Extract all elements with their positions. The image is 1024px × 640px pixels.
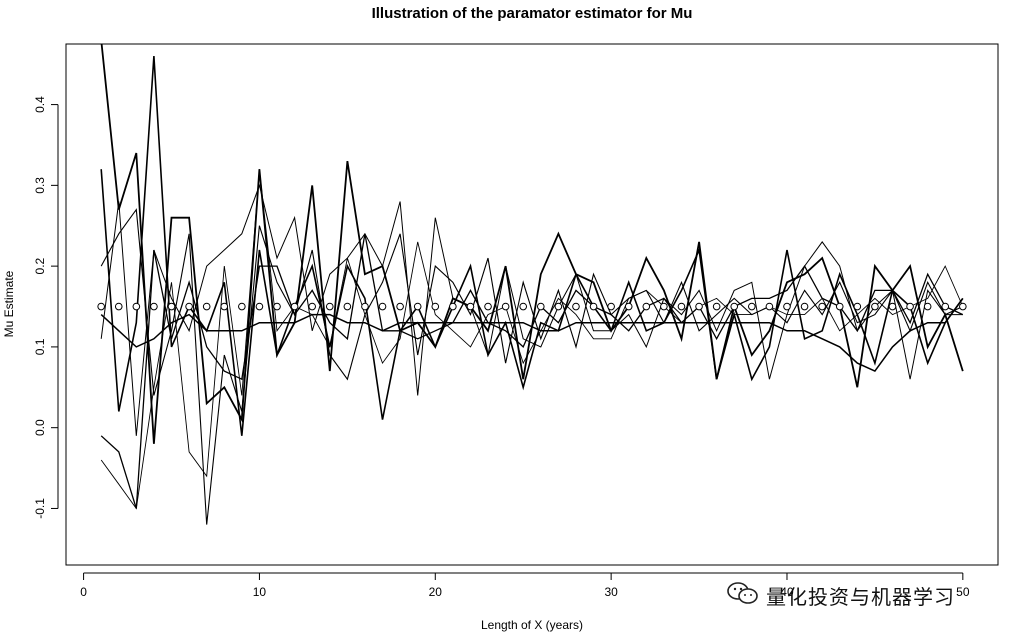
true-value-point: [642, 302, 651, 311]
watermark: 量化投资与机器学习: [726, 580, 955, 611]
true-value-point: [536, 302, 545, 311]
true-value-point: [783, 302, 791, 311]
x-axis: 0 10 20 30 40 50: [80, 572, 970, 599]
true-value-point: [466, 302, 475, 311]
y-tick-label: 0.1: [33, 338, 47, 355]
series-line-2: [100, 56, 964, 436]
y-axis: -0.1 0.0 0.1 0.2 0.3 0.4: [33, 96, 59, 519]
true-value-point: [202, 302, 211, 311]
y-axis-label: Mu Estimate: [2, 270, 16, 337]
x-tick-label: 30: [604, 585, 618, 599]
true-value-point: [607, 302, 615, 311]
true-value-point: [308, 302, 316, 311]
true-value-point: [361, 302, 369, 311]
y-tick-label: 0.2: [33, 257, 47, 274]
true-value-point: [185, 302, 193, 311]
chart-title: Illustration of the paramator estimator …: [372, 5, 693, 22]
true-value-point: [97, 302, 105, 311]
x-tick-label: 40: [780, 585, 794, 599]
true-value-point: [150, 302, 158, 311]
x-tick-label: 10: [253, 585, 267, 599]
x-tick-label: 50: [956, 585, 970, 599]
true-value-point: [273, 302, 281, 311]
true-value-point: [378, 302, 387, 311]
true-value-point: [748, 302, 756, 311]
y-tick-label: 0.0: [33, 419, 47, 436]
true-value-point: [396, 302, 404, 311]
plot-frame: [65, 43, 999, 566]
true-value-point: [695, 302, 703, 311]
true-value-point: [941, 302, 950, 311]
true-value-point: [800, 302, 809, 311]
true-value-point: [343, 302, 352, 311]
true-value-point: [519, 302, 528, 311]
true-value-point: [923, 302, 932, 311]
y-tick-label: 0.4: [33, 96, 47, 113]
true-value-point: [238, 302, 246, 311]
true-value-point: [765, 302, 774, 311]
x-tick-label: 20: [429, 585, 443, 599]
true-value-point: [730, 302, 739, 311]
true-value-points: [97, 302, 967, 311]
true-value-point: [888, 302, 897, 311]
true-value-point: [114, 302, 123, 311]
y-tick-label: 0.3: [33, 177, 47, 194]
true-value-point: [132, 302, 141, 311]
true-value-point: [871, 302, 879, 311]
true-value-point: [624, 302, 633, 311]
true-value-point: [325, 302, 334, 311]
watermark-text: 量化投资与机器学习: [766, 584, 955, 609]
true-value-point: [572, 302, 580, 311]
true-value-point: [677, 302, 686, 311]
true-value-point: [255, 302, 264, 311]
series-line-6: [100, 208, 964, 525]
true-value-point: [290, 302, 299, 311]
series-line-1: [100, 44, 964, 444]
true-value-point: [413, 302, 422, 311]
true-value-point: [554, 302, 563, 311]
true-value-point: [660, 302, 668, 311]
series-line-3: [100, 183, 963, 436]
true-value-point: [818, 302, 826, 311]
true-value-point: [501, 302, 510, 311]
true-value-point: [484, 302, 492, 311]
true-value-point: [853, 302, 862, 311]
true-value-point: [906, 302, 914, 311]
wechat-icon: [726, 580, 760, 611]
true-value-point: [449, 302, 457, 311]
true-value-point: [959, 302, 967, 311]
true-value-point: [712, 302, 721, 311]
true-value-point: [167, 302, 176, 311]
x-axis-label: Length of X (years): [481, 618, 583, 632]
y-tick-label: -0.1: [33, 498, 47, 519]
x-tick-label: 0: [80, 585, 87, 599]
series-line-7: [100, 297, 964, 373]
series-line-5: [100, 169, 964, 510]
true-value-point: [589, 302, 598, 311]
true-value-point: [431, 302, 440, 311]
true-value-point: [835, 302, 844, 311]
series-layer: [100, 44, 964, 525]
series-line-4: [100, 233, 964, 509]
true-value-point: [220, 302, 229, 311]
